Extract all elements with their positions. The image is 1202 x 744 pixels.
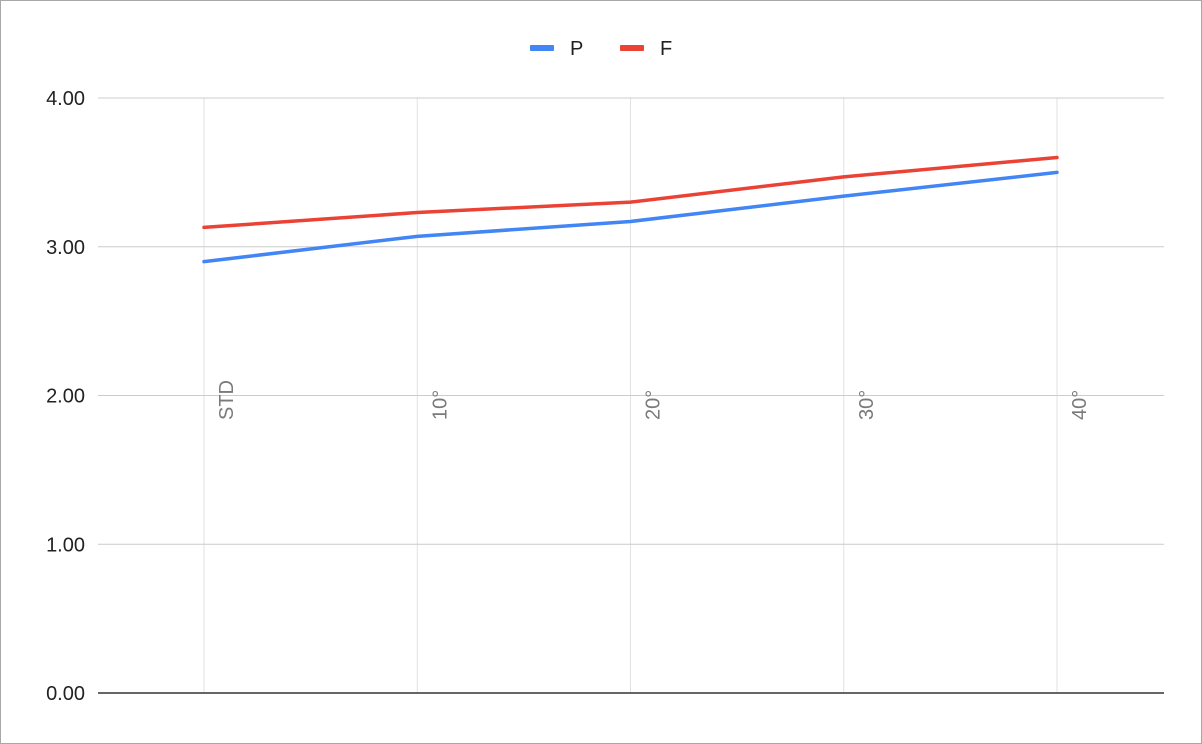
legend-swatch (530, 45, 554, 51)
y-tick-label: 3.00 (46, 237, 85, 259)
legend-label: F (660, 38, 672, 60)
x-axis-ticks: STD 10° 20° 30° 40° (216, 380, 1091, 420)
series-lines (202, 155, 1059, 264)
x-tick-label: 10° (429, 390, 451, 420)
y-tick-label: 2.00 (46, 386, 85, 408)
y-tick-label: 0.00 (46, 683, 85, 705)
grid (98, 97, 1164, 694)
x-tick-label: 40° (1069, 390, 1091, 420)
legend-item-f[interactable]: F (620, 38, 672, 60)
x-tick-label: 30° (856, 390, 878, 420)
series-line-f (202, 155, 1059, 230)
legend-swatch (620, 45, 644, 51)
legend-label: P (570, 38, 583, 60)
y-axis-ticks: 0.00 1.00 2.00 3.00 4.00 (46, 88, 85, 705)
x-tick-label: 20° (643, 390, 665, 420)
x-tick-label: STD (216, 380, 238, 420)
y-tick-label: 1.00 (46, 534, 85, 556)
y-tick-label: 4.00 (46, 88, 85, 110)
series-line-p (202, 170, 1059, 264)
legend-item-p[interactable]: P (530, 38, 583, 60)
